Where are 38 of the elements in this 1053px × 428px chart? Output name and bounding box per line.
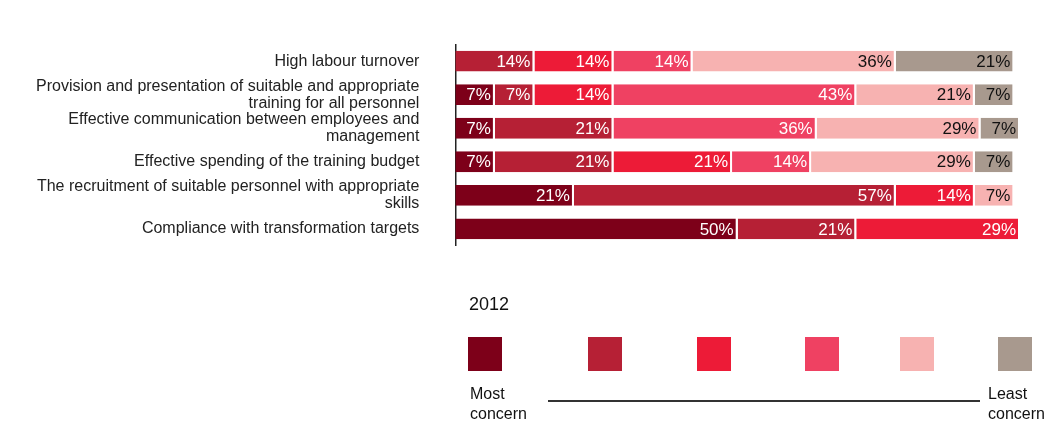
legend-title: 2012 <box>469 294 510 315</box>
data-label: 7% <box>466 118 491 138</box>
data-label: 7% <box>985 152 1011 172</box>
y-tick-label: Compliance with transformation targets <box>141 219 420 237</box>
data-label: 21% <box>976 51 1011 71</box>
data-label: 43% <box>818 85 853 105</box>
data-label: 14% <box>575 51 610 71</box>
data-label: 7% <box>985 85 1011 105</box>
data-label: 14% <box>773 152 808 172</box>
y-tick-label: Effective communication between employees and management <box>68 110 420 145</box>
data-label: 14% <box>936 185 971 205</box>
data-label: 21% <box>694 152 729 172</box>
data-label: 14% <box>575 85 610 105</box>
data-label: 29% <box>942 118 977 138</box>
data-label: 21% <box>535 185 570 205</box>
data-label: 50% <box>699 219 734 239</box>
data-label: 21% <box>575 118 610 138</box>
y-tick-label: Effective spending of the training budget <box>134 152 420 170</box>
data-label: 21% <box>818 219 853 239</box>
y-tick-label: High labour turnover <box>274 51 421 69</box>
data-label: 21% <box>575 152 610 172</box>
data-label: 57% <box>857 185 892 205</box>
y-tick-label: The recruitment of suitable personnel with appropriate skills <box>36 177 420 212</box>
y-tick-label: Provision and presentation of suitable and appropriate training for all personnel <box>35 76 420 111</box>
data-label: 14% <box>496 51 531 71</box>
data-label: 7% <box>991 118 1016 138</box>
data-label: 7% <box>466 85 491 105</box>
data-label: 29% <box>936 152 971 172</box>
data-label: 7% <box>466 152 491 172</box>
text: Most concern <box>470 384 528 424</box>
data-label: 7% <box>505 85 531 105</box>
data-label: 36% <box>857 51 892 71</box>
text: Least concern <box>988 384 1046 424</box>
data-label: 36% <box>778 118 813 138</box>
data-label: 7% <box>985 185 1011 205</box>
data-label: 14% <box>654 51 689 71</box>
data-label: 21% <box>936 85 971 105</box>
data-label: 29% <box>981 219 1016 239</box>
